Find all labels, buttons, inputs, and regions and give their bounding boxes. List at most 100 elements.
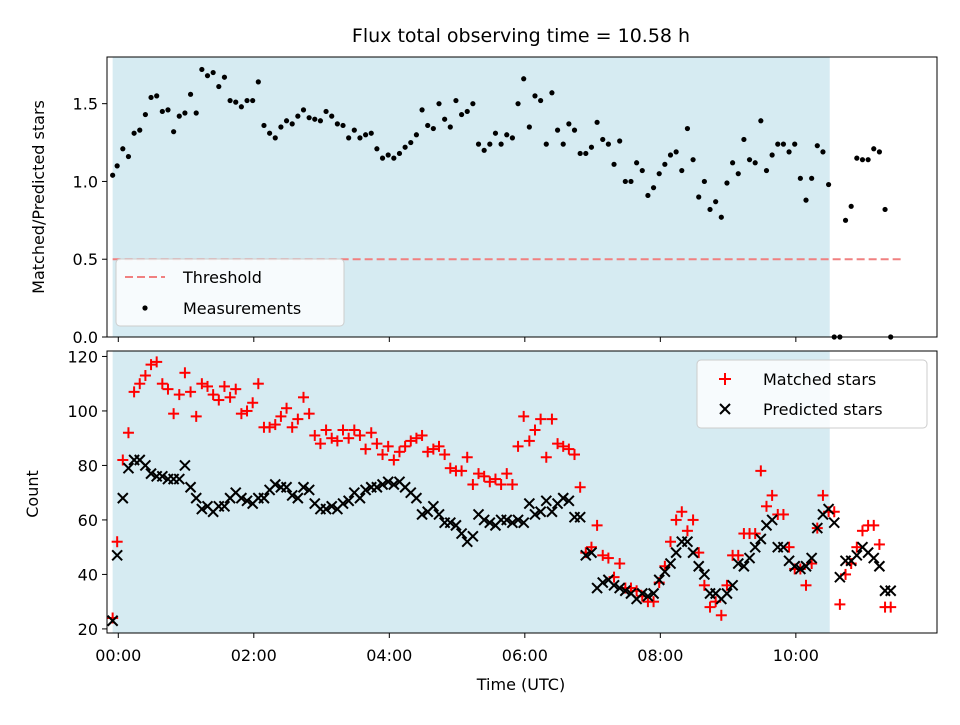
measurement-point bbox=[859, 157, 866, 163]
measurement-point bbox=[470, 101, 476, 107]
measurement-point bbox=[538, 97, 544, 104]
matched-star-point bbox=[648, 596, 660, 608]
measurement-point bbox=[492, 130, 499, 136]
matched-star-point bbox=[557, 440, 569, 452]
predicted-star-point bbox=[478, 514, 490, 526]
matched-star-point bbox=[388, 454, 400, 466]
measurement-point bbox=[718, 214, 724, 220]
measurement-point bbox=[187, 91, 194, 97]
predicted-star-point bbox=[789, 560, 801, 572]
matched-star-point bbox=[760, 500, 772, 512]
matched-star-point bbox=[156, 378, 168, 390]
predicted-star-point bbox=[749, 541, 761, 553]
matched-star-point bbox=[235, 408, 247, 420]
bottom-legend: Matched stars Predicted stars bbox=[696, 359, 928, 429]
predicted-star-point bbox=[117, 492, 129, 504]
measurement-point bbox=[792, 141, 798, 147]
measurement-point bbox=[515, 101, 521, 107]
matched-star-point bbox=[456, 465, 468, 477]
measurement-point bbox=[306, 115, 312, 121]
matched-star-point bbox=[117, 454, 129, 466]
measurement-point bbox=[825, 181, 832, 188]
measurement-point bbox=[110, 172, 116, 178]
matched-star-point bbox=[518, 410, 530, 422]
predicted-star-point bbox=[455, 527, 468, 540]
top-legend: Threshold Measurements bbox=[115, 258, 345, 327]
measurement-point bbox=[865, 157, 871, 163]
matched-star-point bbox=[856, 525, 868, 537]
measurement-point bbox=[871, 146, 877, 152]
predicted-star-point bbox=[484, 516, 496, 529]
matched-star-point bbox=[834, 598, 846, 610]
predicted-star-point bbox=[613, 582, 626, 594]
predicted-star-point bbox=[416, 508, 428, 521]
matched-star-point bbox=[439, 449, 451, 461]
measurement-point bbox=[374, 146, 380, 152]
measurement-point bbox=[295, 113, 301, 119]
measurement-point bbox=[650, 185, 657, 191]
top-y-tick-label: 1.0 bbox=[73, 172, 98, 191]
predicted-star-point bbox=[777, 541, 790, 553]
measurement-point bbox=[600, 136, 606, 143]
predicted-star-point bbox=[681, 536, 694, 548]
predicted-star-point bbox=[218, 500, 231, 513]
measurement-point bbox=[413, 132, 420, 138]
measurement-point bbox=[120, 146, 126, 152]
predicted-star-point bbox=[506, 516, 519, 529]
measurement-point bbox=[193, 110, 199, 116]
predicted-star-point bbox=[811, 522, 824, 534]
measurement-point bbox=[317, 118, 324, 124]
matched-star-point bbox=[162, 383, 174, 395]
matched-star-point bbox=[489, 473, 501, 485]
predicted-star-point bbox=[297, 481, 310, 493]
predicted-star-point bbox=[794, 563, 807, 575]
bottom-y-tick-label: 120 bbox=[67, 347, 98, 366]
measurement-point bbox=[724, 180, 730, 186]
matched-star-point bbox=[461, 451, 473, 463]
measurement-point bbox=[746, 157, 753, 163]
bottom-panel: 20 40 60 80 100 120 00:00 02:00 04:00 06:00 08:00… bbox=[23, 347, 938, 694]
top-y-axis-label: Matched/Predicted stars bbox=[29, 100, 48, 294]
measurement-point bbox=[408, 139, 414, 146]
matched-star-point bbox=[269, 419, 281, 431]
matched-star-point bbox=[326, 432, 338, 444]
predicted-star-point bbox=[280, 481, 293, 493]
matched-star-point bbox=[247, 397, 259, 409]
matched-star-point bbox=[732, 549, 744, 561]
measurement-point bbox=[475, 141, 482, 147]
matched-star-point bbox=[151, 356, 163, 368]
predicted-star-point bbox=[388, 478, 400, 491]
predicted-star-point bbox=[805, 552, 818, 564]
predicted-star-point bbox=[868, 552, 880, 564]
predicted-star-point bbox=[122, 462, 135, 474]
measurement-point bbox=[142, 111, 148, 118]
measurement-point bbox=[137, 127, 143, 133]
x-axis-label: Time (UTC) bbox=[476, 675, 565, 694]
measurement-point bbox=[809, 175, 815, 181]
measurement-point bbox=[379, 155, 386, 161]
x-tick-label: 02:00 bbox=[231, 646, 277, 665]
measurement-point bbox=[425, 122, 431, 129]
matched-star-point bbox=[416, 429, 428, 441]
measurement-point bbox=[634, 160, 640, 166]
measurement-point bbox=[238, 104, 244, 110]
measurement-point bbox=[210, 69, 216, 76]
predicted-star-point bbox=[286, 489, 298, 502]
measurement-point bbox=[283, 118, 290, 124]
measurement-point bbox=[289, 121, 295, 127]
predicted-star-point bbox=[834, 571, 846, 583]
matched-star-point bbox=[320, 424, 332, 436]
bottom-legend-box bbox=[696, 359, 928, 429]
matched-star-point bbox=[602, 552, 614, 564]
predicted-star-point bbox=[636, 587, 648, 600]
matched-star-point bbox=[585, 541, 597, 553]
predicted-star-point bbox=[303, 484, 315, 496]
measurement-point bbox=[351, 127, 357, 133]
measurement-point bbox=[176, 113, 182, 119]
matched-star-point bbox=[399, 440, 411, 452]
predicted-star-point bbox=[371, 481, 383, 493]
predicted-star-point bbox=[196, 503, 208, 515]
matched-star-point bbox=[145, 359, 157, 371]
measurement-point bbox=[227, 97, 233, 104]
